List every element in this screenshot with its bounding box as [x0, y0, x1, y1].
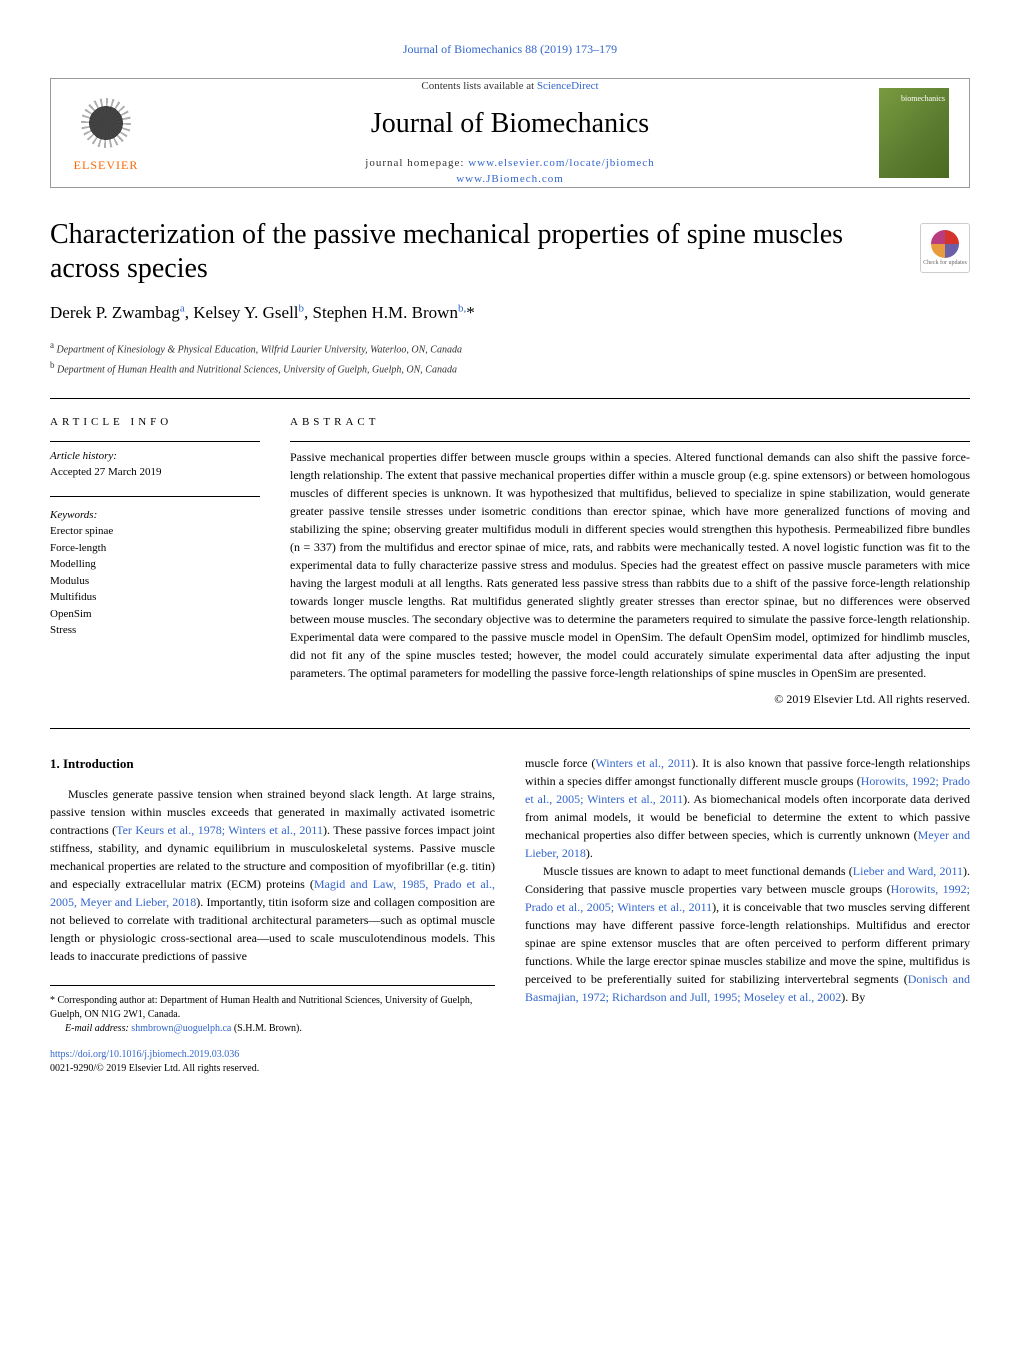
footnote-text: Corresponding author at: Department of H… [50, 995, 472, 1020]
citation-link[interactable]: Ter Keurs et al., 1978; Winters et al., … [116, 823, 323, 837]
article-info-heading: ARTICLE INFO [50, 414, 260, 431]
intro-heading: 1. Introduction [50, 754, 495, 774]
author-3-sup[interactable]: b, [458, 303, 466, 315]
history-label: Article history: [50, 448, 260, 465]
keyword-item: Multifidus [50, 589, 260, 606]
divider-bottom [50, 728, 970, 729]
article-info-column: ARTICLE INFO Article history: Accepted 2… [50, 414, 260, 708]
article-history-block: Article history: Accepted 27 March 2019 [50, 448, 260, 481]
abstract-heading: ABSTRACT [290, 414, 970, 431]
abstract-column: ABSTRACT Passive mechanical properties d… [290, 414, 970, 708]
keywords-block: Keywords: Erector spinae Force-length Mo… [50, 496, 260, 639]
email-label: E-mail address: [65, 1023, 131, 1034]
article-title: Characterization of the passive mechanic… [50, 218, 970, 285]
divider-info [50, 441, 260, 442]
corresponding-star[interactable]: * [466, 303, 475, 322]
citation-link[interactable]: Winters et al., 2011 [595, 756, 691, 770]
crossmark-icon [931, 230, 959, 258]
affiliation-b: b Department of Human Health and Nutriti… [50, 358, 970, 378]
header-center: Contents lists available at ScienceDirec… [161, 68, 859, 198]
publisher-logo-block: ELSEVIER [51, 79, 161, 187]
author-3: , Stephen H.M. Brown [304, 303, 458, 322]
affiliations: a Department of Kinesiology & Physical E… [50, 338, 970, 379]
accepted-date: Accepted 27 March 2019 [50, 464, 260, 481]
homepage-link-1[interactable]: www.elsevier.com/locate/jbiomech [468, 157, 654, 169]
elsevier-tree-icon [76, 93, 136, 153]
publisher-name: ELSEVIER [74, 156, 139, 174]
check-updates-label: Check for updates [923, 260, 967, 266]
abstract-text: Passive mechanical properties differ bet… [290, 448, 970, 682]
body-columns: 1. Introduction Muscles generate passive… [50, 754, 970, 1077]
divider-abstract [290, 441, 970, 442]
divider-top [50, 398, 970, 399]
keyword-item: OpenSim [50, 606, 260, 623]
authors-line: Derek P. Zwambaga, Kelsey Y. Gsellb, Ste… [50, 300, 970, 326]
intro-para-1: Muscles generate passive tension when st… [50, 785, 495, 965]
doi-link[interactable]: https://doi.org/10.1016/j.jbiomech.2019.… [50, 1049, 239, 1060]
homepage-link-2[interactable]: www.JBiomech.com [456, 173, 564, 185]
corresponding-footnote: * Corresponding author at: Department of… [50, 994, 495, 1022]
issn-copyright-line: 0021-9290/© 2019 Elsevier Ltd. All right… [50, 1063, 259, 1074]
contents-available-line: Contents lists available at ScienceDirec… [171, 78, 849, 95]
para-text: Muscle tissues are known to adapt to mee… [543, 864, 853, 878]
intro-para-2: muscle force (Winters et al., 2011). It … [525, 754, 970, 862]
journal-header: ELSEVIER Contents lists available at Sci… [50, 78, 970, 188]
keyword-item: Force-length [50, 540, 260, 557]
journal-name: Journal of Biomechanics [171, 103, 849, 145]
title-text: Characterization of the passive mechanic… [50, 219, 843, 284]
affiliation-a: a Department of Kinesiology & Physical E… [50, 338, 970, 358]
para-text: ). By [841, 990, 865, 1004]
journal-ref-link[interactable]: Journal of Biomechanics 88 (2019) 173–17… [403, 42, 617, 56]
body-col-right: muscle force (Winters et al., 2011). It … [525, 754, 970, 1077]
keyword-item: Modelling [50, 556, 260, 573]
para-text: muscle force ( [525, 756, 595, 770]
para-text: ). [586, 846, 593, 860]
journal-cover-block: biomechanics [859, 79, 969, 187]
keyword-item: Stress [50, 622, 260, 639]
check-for-updates-button[interactable]: Check for updates [920, 223, 970, 273]
homepage-prefix: journal homepage: [365, 157, 468, 169]
affil-a-text: Department of Kinesiology & Physical Edu… [54, 344, 462, 355]
cover-thumb-text: biomechanics [901, 94, 945, 104]
keyword-item: Modulus [50, 573, 260, 590]
email-suffix: (S.H.M. Brown). [231, 1023, 302, 1034]
footnote-block: * Corresponding author at: Department of… [50, 985, 495, 1036]
journal-cover-thumb[interactable]: biomechanics [879, 88, 949, 178]
email-link[interactable]: shmbrown@uoguelph.ca [131, 1023, 231, 1034]
keywords-label: Keywords: [50, 507, 260, 524]
author-1: Derek P. Zwambag [50, 303, 180, 322]
footer-meta: https://doi.org/10.1016/j.jbiomech.2019.… [50, 1048, 495, 1076]
keyword-item: Erector spinae [50, 523, 260, 540]
journal-reference: Journal of Biomechanics 88 (2019) 173–17… [50, 40, 970, 58]
journal-homepage-line: journal homepage: www.elsevier.com/locat… [171, 155, 849, 188]
affil-b-text: Department of Human Health and Nutrition… [55, 364, 457, 375]
email-line: E-mail address: shmbrown@uoguelph.ca (S.… [50, 1022, 495, 1036]
author-2: , Kelsey Y. Gsell [185, 303, 299, 322]
abstract-copyright: © 2019 Elsevier Ltd. All rights reserved… [290, 690, 970, 708]
sciencedirect-link[interactable]: ScienceDirect [537, 80, 599, 92]
citation-link[interactable]: Lieber and Ward, 2011 [853, 864, 963, 878]
info-abstract-row: ARTICLE INFO Article history: Accepted 2… [50, 414, 970, 708]
body-col-left: 1. Introduction Muscles generate passive… [50, 754, 495, 1077]
contents-prefix: Contents lists available at [421, 80, 536, 92]
intro-para-3: Muscle tissues are known to adapt to mee… [525, 862, 970, 1006]
